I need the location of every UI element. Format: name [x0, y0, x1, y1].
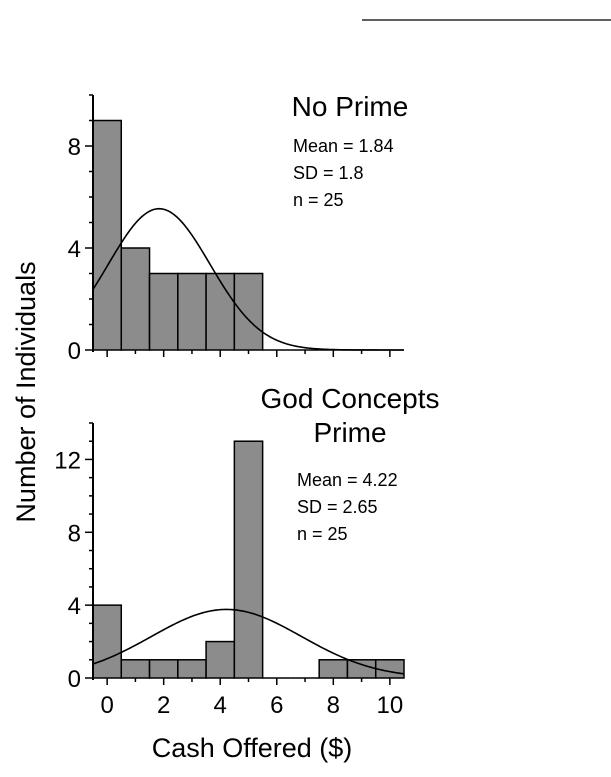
- stat-label: SD = 1.8: [293, 163, 364, 183]
- y-axis-label: Number of Individuals: [11, 261, 41, 522]
- bar: [318, 659, 349, 679]
- bar: [177, 659, 207, 679]
- bar: [233, 272, 264, 351]
- stat-label: n = 25: [293, 190, 344, 210]
- bar: [233, 440, 264, 679]
- normal-curve: [92, 608, 405, 675]
- y-tick-label: 8: [68, 520, 81, 547]
- bar: [177, 272, 207, 351]
- stat-label: Mean = 1.84: [293, 136, 394, 156]
- y-tick-label: 8: [68, 134, 81, 161]
- y-tick-label: 4: [68, 593, 81, 620]
- stat-label: Mean = 4.22: [297, 470, 398, 490]
- x-tick-label: 2: [157, 692, 170, 719]
- panel-title: No Prime: [292, 91, 409, 122]
- bar: [346, 659, 377, 679]
- y-tick-label: 4: [68, 236, 81, 263]
- x-tick-label: 4: [214, 692, 227, 719]
- x-tick-label: 10: [377, 692, 404, 719]
- panel-title: Prime: [313, 417, 386, 448]
- x-axis-label: Cash Offered ($): [152, 733, 353, 763]
- stat-label: SD = 2.65: [297, 497, 378, 517]
- panel-1: 0 4 8 No Prime Mean = 1.84 SD = 1.8 n = 25: [68, 91, 409, 365]
- panel-title: God Concepts: [261, 383, 440, 414]
- bar: [92, 119, 123, 351]
- bar: [92, 604, 123, 679]
- x-tick-label: 8: [327, 692, 340, 719]
- x-tick-label: 6: [270, 692, 283, 719]
- bar: [148, 659, 179, 679]
- bar: [120, 659, 151, 679]
- y-tick-label: 0: [68, 338, 81, 365]
- stat-label: n = 25: [297, 524, 348, 544]
- panels: 0 4 8 No Prime Mean = 1.84 SD = 1.8 n = 25 0 4 8 1…: [54, 91, 439, 719]
- y-tick-label: 0: [68, 666, 81, 693]
- bar: [120, 247, 151, 351]
- bar: [148, 272, 179, 351]
- normal-curve: [92, 207, 404, 351]
- bar: [205, 272, 236, 351]
- y-tick-label: 12: [54, 447, 81, 474]
- bar: [205, 640, 236, 679]
- x-tick-label: 0: [100, 692, 113, 719]
